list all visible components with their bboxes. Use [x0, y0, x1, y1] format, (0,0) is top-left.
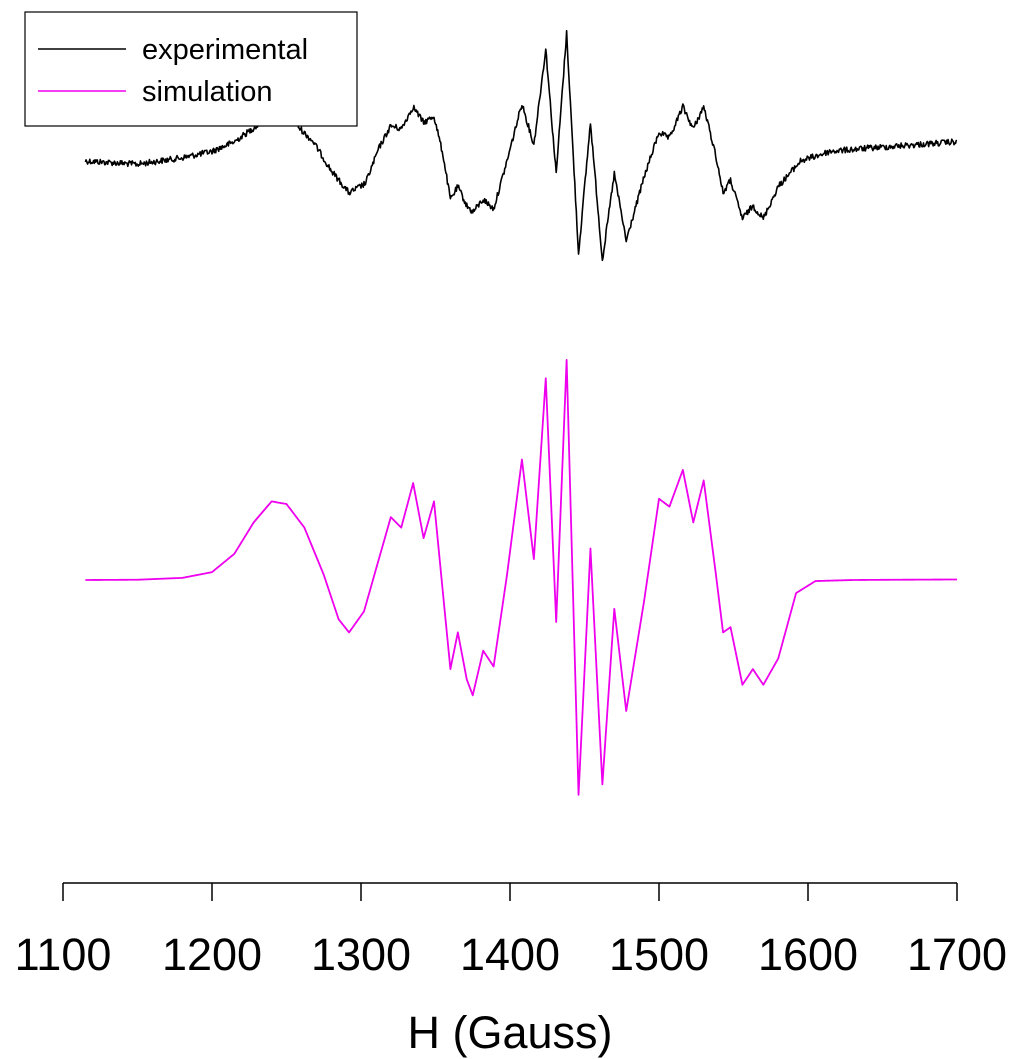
- plot-area: [84, 29, 958, 796]
- x-tick-label: 1300: [311, 929, 411, 980]
- x-tick-label: 1700: [907, 929, 1007, 980]
- simulation-series-line: [85, 359, 957, 796]
- x-ticks: 1100 1200 1300 1400 1500 1600 1700: [15, 883, 1007, 980]
- legend-box: [24, 11, 358, 127]
- x-tick-label: 1200: [162, 929, 262, 980]
- legend-label-experimental: experimental: [142, 34, 308, 66]
- x-tick-label: 1100: [15, 929, 112, 980]
- experimental-series-line: [84, 29, 958, 262]
- x-tick-label: 1600: [758, 929, 858, 980]
- x-axis-title: H (Gauss): [407, 1007, 612, 1058]
- x-tick-label: 1500: [609, 929, 709, 980]
- x-axis: 1100 1200 1300 1400 1500 1600 1700 H (Gauss): [15, 882, 1007, 1058]
- legend: experimental simulation: [24, 11, 358, 127]
- x-tick-label: 1400: [460, 929, 560, 980]
- legend-label-simulation: simulation: [142, 76, 273, 108]
